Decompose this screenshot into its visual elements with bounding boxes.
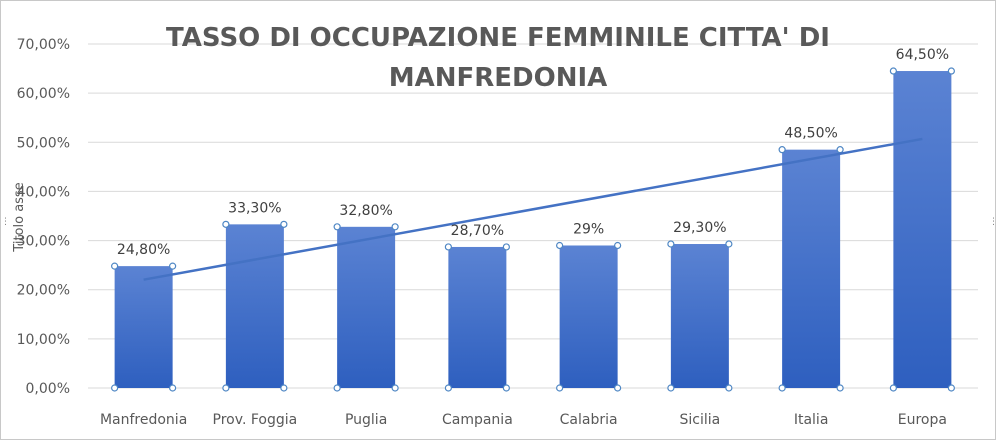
right-resize-handle-icon[interactable]: ⋮ [989, 217, 996, 227]
bar-selection-handle[interactable] [111, 384, 119, 392]
bars[interactable] [111, 67, 955, 392]
data-label[interactable]: 28,70% [451, 223, 504, 239]
x-axis-ticks: Manfredonia Prov. Foggia Puglia Campania Cal… [100, 412, 947, 428]
y-axis-ticks: 0,00% 10,00% 20,00% 30,00% 40,00% 50,00% 60,00… [17, 37, 70, 397]
gridlines [88, 43, 978, 389]
data-label[interactable]: 33,30% [228, 200, 281, 216]
y-tick-label: 0,00% [26, 381, 70, 397]
bar-selection-handle[interactable] [169, 262, 177, 270]
bar-selection-handle[interactable] [444, 384, 452, 392]
bar-italia[interactable] [782, 149, 841, 388]
bar-selection-handle[interactable] [614, 241, 622, 250]
bar-campania[interactable] [448, 246, 507, 388]
bar-selection-handle[interactable] [222, 220, 230, 228]
bar-selection-handle[interactable] [836, 384, 844, 392]
bar-selection-handle[interactable] [667, 384, 675, 392]
data-label[interactable]: 48,50% [784, 126, 837, 142]
x-tick-label: Calabria [560, 412, 618, 428]
bar-selection-handle[interactable] [725, 384, 733, 392]
x-tick-label: Europa [898, 412, 947, 428]
bar-selection-handle[interactable] [169, 384, 177, 392]
data-labels[interactable]: 24,80% 33,30% 32,80% 28,70% 29% 29,30% 48,50% 6… [117, 47, 949, 258]
bar-manfredonia[interactable] [114, 266, 173, 388]
bar-sicilia[interactable] [670, 244, 729, 388]
bar-selection-handle[interactable] [444, 243, 452, 251]
bar-selection-handle[interactable] [614, 384, 622, 392]
data-label[interactable]: 64,50% [896, 47, 949, 63]
y-tick-label: 20,00% [17, 283, 70, 299]
chart-title-line-1[interactable]: TASSO DI OCCUPAZIONE FEMMINILE CITTA' DI [166, 23, 830, 53]
bar-selection-handle[interactable] [778, 146, 786, 154]
bar-selection-handle[interactable] [333, 384, 341, 392]
chart-title-line-2[interactable]: MANFREDONIA [389, 63, 608, 93]
bar-selection-handle[interactable] [222, 384, 230, 392]
bar-selection-handle[interactable] [280, 220, 288, 228]
x-tick-label: Manfredonia [100, 412, 187, 428]
data-label[interactable]: 29,30% [673, 220, 726, 236]
bar-europa[interactable] [893, 71, 952, 389]
bar-selection-handle[interactable] [502, 384, 510, 392]
bar-selection-handle[interactable] [391, 384, 399, 392]
bar-selection-handle[interactable] [836, 146, 844, 154]
y-tick-label: 10,00% [17, 332, 70, 348]
bar-calabria[interactable] [559, 245, 618, 388]
bar-selection-handle[interactable] [889, 384, 897, 392]
bar-selection-handle[interactable] [280, 384, 288, 392]
x-tick-label: Puglia [345, 412, 387, 428]
x-tick-label: Italia [794, 412, 829, 428]
bar-selection-handle[interactable] [947, 67, 955, 75]
y-tick-label: 50,00% [17, 135, 70, 151]
x-tick-label: Sicilia [680, 412, 721, 428]
bar-selection-handle[interactable] [889, 67, 897, 75]
y-tick-label: 70,00% [17, 37, 70, 53]
bar-prov-foggia[interactable] [225, 224, 284, 388]
x-tick-label: Campania [442, 412, 513, 428]
x-tick-label: Prov. Foggia [213, 412, 298, 428]
y-axis-title[interactable]: Titolo asse [12, 182, 27, 252]
data-label[interactable]: 29% [573, 221, 604, 237]
data-label[interactable]: 24,80% [117, 242, 170, 258]
bar-selection-handle[interactable] [111, 262, 119, 270]
bar-selection-handle[interactable] [391, 223, 399, 231]
bar-selection-handle[interactable] [333, 223, 341, 231]
left-resize-handle-icon[interactable]: ⋮ [1, 217, 10, 227]
bar-selection-handle[interactable] [502, 243, 510, 251]
y-tick-label: 60,00% [17, 86, 70, 102]
bar-selection-handle[interactable] [667, 240, 675, 248]
linear-trendline[interactable] [143, 137, 923, 281]
bar-selection-handle[interactable] [778, 384, 786, 392]
bar-selection-handle[interactable] [947, 384, 955, 392]
bar-puglia[interactable] [337, 226, 396, 388]
bar-selection-handle[interactable] [725, 240, 733, 248]
trendline[interactable] [143, 137, 923, 281]
data-label[interactable]: 32,80% [339, 203, 392, 219]
bar-selection-handle[interactable] [556, 384, 564, 392]
y-tick-label: 30,00% [17, 234, 70, 250]
y-tick-label: 40,00% [17, 184, 70, 200]
bar-selection-handle[interactable] [556, 241, 564, 250]
